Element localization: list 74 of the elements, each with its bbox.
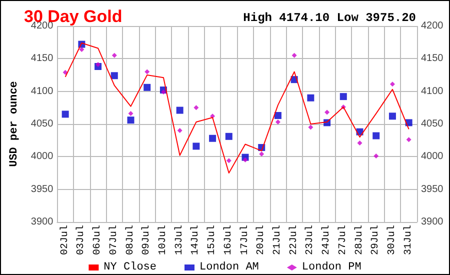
- y-axis-title: USD per ounce: [8, 80, 20, 167]
- point: [144, 69, 150, 74]
- point: [357, 140, 362, 146]
- y2-tick-label: 3900: [421, 216, 444, 228]
- legend-label: NY Close: [104, 262, 156, 274]
- point: [96, 62, 101, 68]
- point: [194, 105, 199, 110]
- x-tick-label: 09Jul: [140, 225, 153, 256]
- point: [307, 94, 314, 102]
- point: [275, 120, 280, 125]
- x-tick-label: 27Jul: [336, 225, 349, 256]
- point: [308, 124, 314, 130]
- point: [372, 132, 380, 140]
- y-tick-label: 3950: [30, 184, 54, 195]
- point: [79, 47, 84, 52]
- point: [127, 116, 134, 124]
- x-tick-label: 23Jul: [304, 225, 316, 256]
- x-tick-label: 14Jul: [190, 225, 202, 256]
- x-tick-label: 28Jul: [353, 225, 366, 256]
- x-tick-label: 31Jul: [402, 225, 414, 256]
- x-tick-label: 03Jul: [75, 225, 88, 256]
- point: [176, 106, 184, 114]
- y-tick-label: 4150: [30, 53, 54, 64]
- x-tick-label: 10Jul: [156, 225, 169, 256]
- point: [160, 89, 166, 94]
- x-tick-label: 02Jul: [58, 225, 71, 256]
- x-tick-label: 30Jul: [386, 225, 398, 256]
- y2-tick-label: 4100: [421, 86, 444, 97]
- x-tick-label: 20Jul: [255, 225, 268, 256]
- text: High 4174.10 Low 3975.20: [243, 11, 416, 25]
- point: [192, 142, 200, 150]
- point: [274, 112, 282, 120]
- x-tick-label: 06Jul: [92, 225, 104, 256]
- point: [128, 111, 134, 116]
- x-tick-label: 21Jul: [271, 225, 284, 256]
- point: [388, 112, 396, 120]
- x-tick-label: 08Jul: [124, 225, 136, 256]
- point: [292, 52, 297, 58]
- y2-tick-label: 4200: [421, 20, 444, 32]
- legend-label: London AM: [199, 262, 259, 274]
- point: [112, 52, 117, 58]
- point: [324, 110, 330, 115]
- point: [110, 72, 118, 80]
- y-tick-label: 4100: [30, 86, 54, 97]
- point: [62, 110, 69, 118]
- x-tick-label: 17Jul: [238, 225, 251, 256]
- x-tick-label: 13Jul: [173, 225, 186, 256]
- point: [259, 152, 264, 157]
- point: [177, 128, 182, 134]
- y-tick-label: 4000: [30, 151, 54, 162]
- y2-tick-label: 4050: [421, 118, 444, 130]
- point: [225, 132, 232, 140]
- x-tick-label: 07Jul: [108, 225, 120, 256]
- point: [406, 137, 412, 142]
- point: [242, 157, 248, 162]
- legend-label: London PM: [302, 262, 362, 274]
- point: [62, 70, 68, 75]
- y2-tick-label: 3950: [421, 184, 444, 195]
- point: [374, 154, 379, 159]
- point: [209, 134, 216, 142]
- point: [390, 82, 395, 87]
- x-tick-label: 16Jul: [222, 225, 234, 256]
- line-series: [64, 42, 410, 174]
- x-tick-label: 29Jul: [370, 225, 382, 256]
- point: [144, 84, 151, 91]
- point: [340, 93, 347, 100]
- y-tick-label: 3900: [30, 216, 54, 228]
- x-tick-label: 22Jul: [288, 225, 300, 256]
- y2-tick-label: 4150: [421, 53, 444, 64]
- x-tick-label: 24Jul: [320, 225, 333, 256]
- y2-tick-label: 4000: [421, 151, 444, 162]
- point: [226, 158, 232, 164]
- x-tick-label: 15Jul: [206, 225, 218, 256]
- y-tick-label: 4050: [30, 118, 54, 130]
